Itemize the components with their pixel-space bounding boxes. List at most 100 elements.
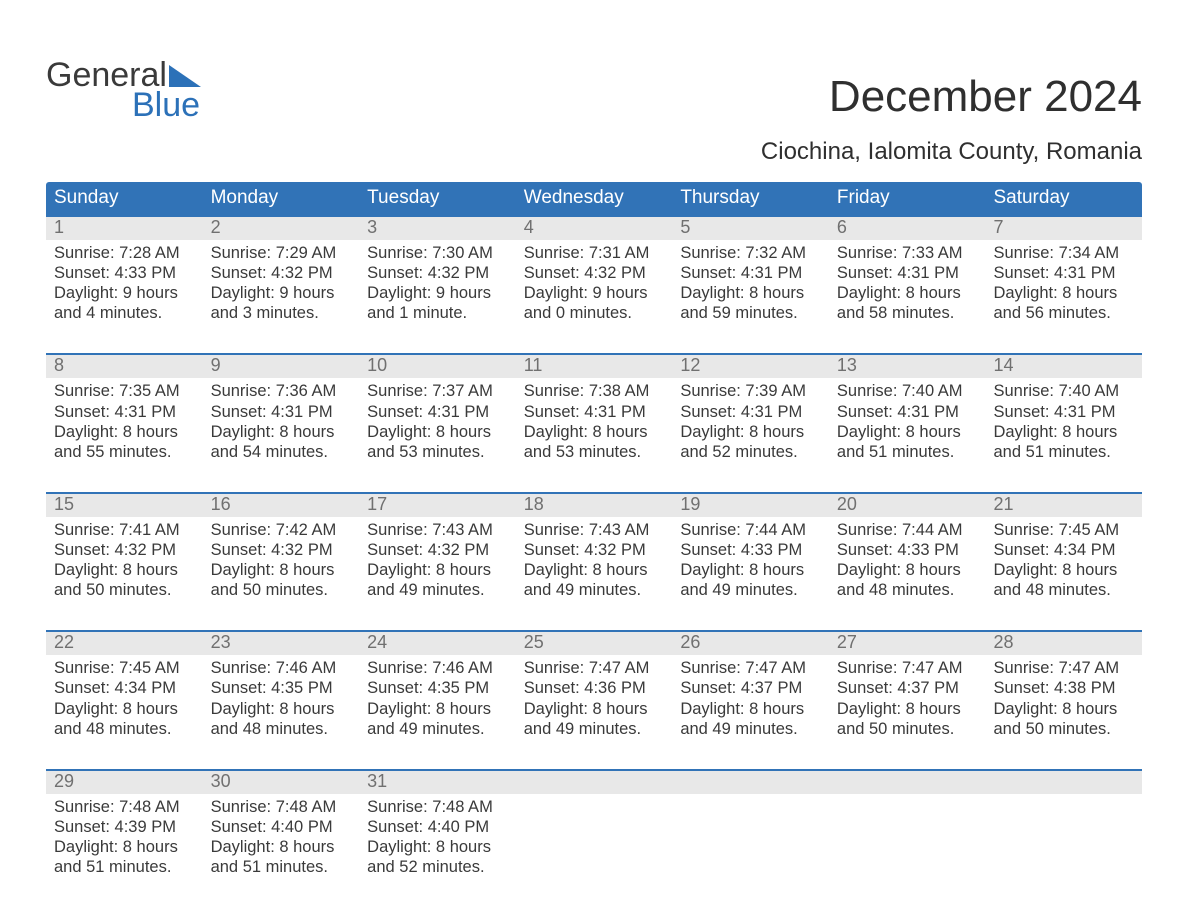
calendar-day: 5Sunrise: 7:32 AMSunset: 4:31 PMDaylight… — [672, 217, 829, 329]
sunrise-line: Sunrise: 7:47 AM — [837, 658, 978, 678]
sunrise-line: Sunrise: 7:46 AM — [211, 658, 352, 678]
sunset-line: Sunset: 4:32 PM — [367, 263, 508, 283]
sunset-line: Sunset: 4:35 PM — [367, 678, 508, 698]
daylight-line-1: Daylight: 8 hours — [367, 837, 508, 857]
day-details: Sunrise: 7:44 AMSunset: 4:33 PMDaylight:… — [680, 520, 821, 601]
sunset-line: Sunset: 4:32 PM — [367, 540, 508, 560]
daylight-line-2: and 53 minutes. — [524, 442, 665, 462]
daylight-line-2: and 51 minutes. — [54, 857, 195, 877]
day-number: 13 — [829, 355, 986, 378]
location-subtitle: Ciochina, Ialomita County, Romania — [46, 138, 1142, 166]
daylight-line-1: Daylight: 8 hours — [524, 560, 665, 580]
daylight-line-1: Daylight: 8 hours — [837, 560, 978, 580]
calendar-day-empty — [672, 771, 829, 883]
day-details: Sunrise: 7:48 AMSunset: 4:40 PMDaylight:… — [211, 797, 352, 878]
day-number: 7 — [985, 217, 1142, 240]
calendar-day: 17Sunrise: 7:43 AMSunset: 4:32 PMDayligh… — [359, 494, 516, 606]
day-details: Sunrise: 7:47 AMSunset: 4:37 PMDaylight:… — [837, 658, 978, 739]
sunset-line: Sunset: 4:33 PM — [54, 263, 195, 283]
day-details: Sunrise: 7:37 AMSunset: 4:31 PMDaylight:… — [367, 381, 508, 462]
calendar-day: 31Sunrise: 7:48 AMSunset: 4:40 PMDayligh… — [359, 771, 516, 883]
day-details: Sunrise: 7:35 AMSunset: 4:31 PMDaylight:… — [54, 381, 195, 462]
logo-word-blue: Blue — [46, 88, 201, 122]
daylight-line-1: Daylight: 8 hours — [367, 560, 508, 580]
calendar-page: General Blue December 2024 Ciochina, Ial… — [0, 0, 1188, 918]
day-number: 24 — [359, 632, 516, 655]
sunset-line: Sunset: 4:33 PM — [837, 540, 978, 560]
daylight-line-2: and 55 minutes. — [54, 442, 195, 462]
day-number: 16 — [203, 494, 360, 517]
calendar: SundayMondayTuesdayWednesdayThursdayFrid… — [46, 182, 1142, 883]
sunset-line: Sunset: 4:31 PM — [993, 263, 1134, 283]
day-details: Sunrise: 7:39 AMSunset: 4:31 PMDaylight:… — [680, 381, 821, 462]
day-details: Sunrise: 7:29 AMSunset: 4:32 PMDaylight:… — [211, 243, 352, 324]
day-details: Sunrise: 7:38 AMSunset: 4:31 PMDaylight:… — [524, 381, 665, 462]
daylight-line-1: Daylight: 8 hours — [367, 699, 508, 719]
calendar-day: 8 Sunrise: 7:35 AMSunset: 4:31 PMDaylight… — [46, 355, 203, 467]
sunrise-line: Sunrise: 7:48 AM — [211, 797, 352, 817]
daylight-line-1: Daylight: 8 hours — [680, 560, 821, 580]
day-number: 3 — [359, 217, 516, 240]
sunrise-line: Sunrise: 7:45 AM — [54, 658, 195, 678]
day-number — [829, 771, 986, 794]
daylight-line-1: Daylight: 9 hours — [54, 283, 195, 303]
day-number: 29 — [46, 771, 203, 794]
calendar-day: 14Sunrise: 7:40 AMSunset: 4:31 PMDayligh… — [985, 355, 1142, 467]
day-details: Sunrise: 7:47 AMSunset: 4:36 PMDaylight:… — [524, 658, 665, 739]
sunrise-line: Sunrise: 7:34 AM — [993, 243, 1134, 263]
sunset-line: Sunset: 4:31 PM — [54, 402, 195, 422]
day-details: Sunrise: 7:36 AMSunset: 4:31 PMDaylight:… — [211, 381, 352, 462]
daylight-line-1: Daylight: 8 hours — [367, 422, 508, 442]
daylight-line-1: Daylight: 8 hours — [211, 560, 352, 580]
sunrise-line: Sunrise: 7:45 AM — [993, 520, 1134, 540]
daylight-line-2: and 49 minutes. — [524, 580, 665, 600]
sunrise-line: Sunrise: 7:32 AM — [680, 243, 821, 263]
calendar-week: 15Sunrise: 7:41 AMSunset: 4:32 PMDayligh… — [46, 492, 1142, 606]
day-number: 17 — [359, 494, 516, 517]
day-number: 15 — [46, 494, 203, 517]
calendar-day: 12Sunrise: 7:39 AMSunset: 4:31 PMDayligh… — [672, 355, 829, 467]
daylight-line-1: Daylight: 8 hours — [54, 699, 195, 719]
day-number: 8 — [46, 355, 203, 378]
day-details: Sunrise: 7:41 AMSunset: 4:32 PMDaylight:… — [54, 520, 195, 601]
day-number — [516, 771, 673, 794]
calendar-day: 21Sunrise: 7:45 AMSunset: 4:34 PMDayligh… — [985, 494, 1142, 606]
calendar-day: 30Sunrise: 7:48 AMSunset: 4:40 PMDayligh… — [203, 771, 360, 883]
daylight-line-1: Daylight: 8 hours — [993, 422, 1134, 442]
sunset-line: Sunset: 4:37 PM — [680, 678, 821, 698]
daylight-line-2: and 50 minutes. — [993, 719, 1134, 739]
calendar-day: 16Sunrise: 7:42 AMSunset: 4:32 PMDayligh… — [203, 494, 360, 606]
daylight-line-2: and 49 minutes. — [524, 719, 665, 739]
weekday-header: Tuesday — [359, 182, 516, 215]
day-number: 21 — [985, 494, 1142, 517]
day-details: Sunrise: 7:31 AMSunset: 4:32 PMDaylight:… — [524, 243, 665, 324]
weekday-header: Sunday — [46, 182, 203, 215]
calendar-day: 24Sunrise: 7:46 AMSunset: 4:35 PMDayligh… — [359, 632, 516, 744]
day-number: 22 — [46, 632, 203, 655]
calendar-day: 28Sunrise: 7:47 AMSunset: 4:38 PMDayligh… — [985, 632, 1142, 744]
day-details: Sunrise: 7:32 AMSunset: 4:31 PMDaylight:… — [680, 243, 821, 324]
day-details: Sunrise: 7:33 AMSunset: 4:31 PMDaylight:… — [837, 243, 978, 324]
sunset-line: Sunset: 4:37 PM — [837, 678, 978, 698]
page-title: December 2024 — [829, 72, 1142, 122]
sunset-line: Sunset: 4:40 PM — [367, 817, 508, 837]
calendar-day: 2Sunrise: 7:29 AMSunset: 4:32 PMDaylight… — [203, 217, 360, 329]
daylight-line-2: and 50 minutes. — [837, 719, 978, 739]
weeks-container: 1Sunrise: 7:28 AMSunset: 4:33 PMDaylight… — [46, 215, 1142, 883]
calendar-day: 26Sunrise: 7:47 AMSunset: 4:37 PMDayligh… — [672, 632, 829, 744]
sunset-line: Sunset: 4:36 PM — [524, 678, 665, 698]
day-number: 27 — [829, 632, 986, 655]
daylight-line-1: Daylight: 8 hours — [54, 560, 195, 580]
sunset-line: Sunset: 4:31 PM — [837, 402, 978, 422]
day-number: 18 — [516, 494, 673, 517]
calendar-day: 22Sunrise: 7:45 AMSunset: 4:34 PMDayligh… — [46, 632, 203, 744]
day-number: 23 — [203, 632, 360, 655]
day-details: Sunrise: 7:46 AMSunset: 4:35 PMDaylight:… — [211, 658, 352, 739]
logo: General Blue — [46, 30, 201, 122]
weekday-header: Wednesday — [516, 182, 673, 215]
daylight-line-1: Daylight: 9 hours — [367, 283, 508, 303]
calendar-day: 15 Sunrise: 7:41 AMSunset: 4:32 PMDayligh… — [46, 494, 203, 606]
sunrise-line: Sunrise: 7:41 AM — [54, 520, 195, 540]
sunrise-line: Sunrise: 7:30 AM — [367, 243, 508, 263]
sunrise-line: Sunrise: 7:47 AM — [524, 658, 665, 678]
